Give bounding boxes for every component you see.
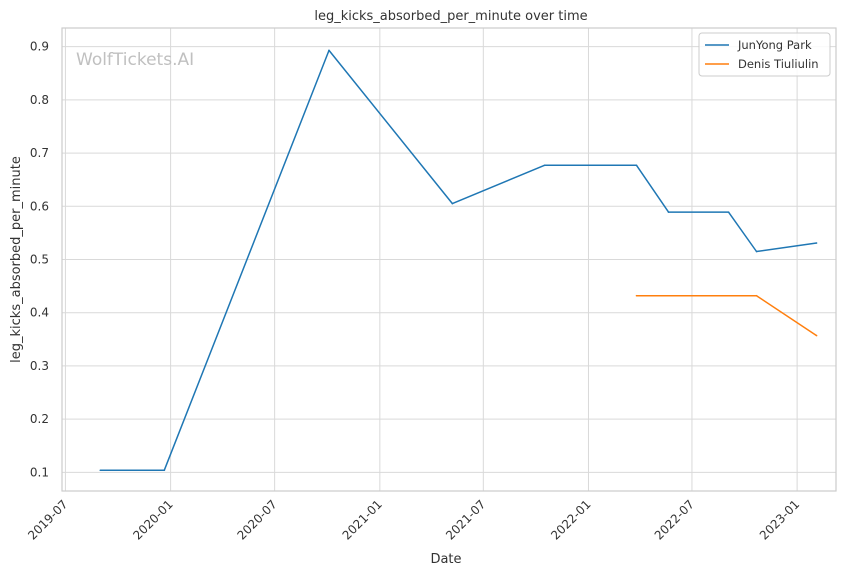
data-point-junyong-park [328, 49, 330, 52]
data-point-junyong-park [543, 164, 546, 167]
data-point-denis-tiuliulin [815, 334, 818, 337]
y-tick-label: 0.5 [30, 253, 49, 267]
legend-label-denis-tiuliulin: Denis Tiuliulin [738, 57, 819, 71]
legend: JunYong Park Denis Tiuliulin [698, 32, 831, 77]
chart-title: leg_kicks_absorbed_per_minute over time [314, 9, 587, 24]
grid-lines [62, 28, 836, 491]
y-axis-label: leg_kicks_absorbed_per_minute [9, 156, 24, 363]
data-point-junyong-park [163, 469, 166, 472]
y-tick-label: 0.4 [30, 306, 49, 320]
x-axis-label: Date [430, 552, 461, 567]
y-tick-label: 0.7 [30, 146, 49, 160]
data-point-junyong-park [451, 202, 454, 205]
data-point-junyong-park [815, 242, 818, 244]
data-point-junyong-park [99, 469, 102, 472]
legend-box [698, 32, 831, 77]
data-point-denis-tiuliulin [635, 294, 638, 297]
data-point-junyong-park [755, 250, 758, 253]
y-tick-label: 0.9 [30, 40, 49, 54]
y-tick-label: 0.6 [30, 199, 49, 213]
y-tick-label: 0.3 [30, 359, 49, 373]
series-lines [99, 49, 818, 472]
plot-frame [61, 27, 837, 492]
legend-label-junyong-park: JunYong Park [737, 38, 812, 52]
data-point-junyong-park [635, 164, 638, 167]
y-tick-label: 0.2 [30, 412, 49, 426]
y-tick-label: 0.8 [30, 93, 49, 107]
watermark: WolfTickets.AI [76, 50, 194, 70]
data-point-denis-tiuliulin [755, 294, 758, 297]
series-line-junyong-park [100, 49, 817, 471]
data-point-junyong-park [727, 211, 730, 213]
data-point-junyong-park [667, 211, 670, 213]
y-tick-label: 0.1 [30, 465, 49, 479]
